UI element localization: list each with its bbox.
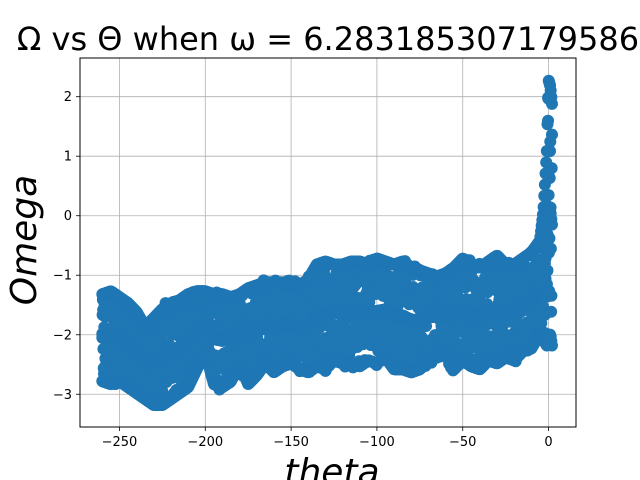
x-axis-label: theta bbox=[284, 452, 379, 480]
data-point bbox=[545, 128, 558, 141]
x-tick-label: −250 bbox=[102, 435, 138, 450]
y-tick-label: 1 bbox=[64, 150, 72, 165]
y-tick-label: −1 bbox=[53, 269, 72, 284]
y-tick-label: 2 bbox=[64, 90, 72, 105]
x-tick-label: −150 bbox=[273, 435, 309, 450]
plot-frame bbox=[79, 57, 577, 428]
data-point bbox=[545, 305, 558, 318]
scatter-points bbox=[96, 74, 558, 412]
y-tick-label: 0 bbox=[64, 209, 72, 224]
data-point bbox=[540, 242, 553, 255]
data-point bbox=[540, 156, 553, 169]
x-tick-label: −100 bbox=[359, 435, 395, 450]
data-point bbox=[541, 118, 554, 131]
data-point bbox=[540, 145, 553, 158]
data-point bbox=[539, 167, 552, 180]
data-point bbox=[538, 189, 551, 202]
y-tick-label: −2 bbox=[53, 328, 72, 343]
x-tick-label: −50 bbox=[449, 435, 476, 450]
data-point bbox=[415, 330, 428, 343]
data-point bbox=[545, 97, 558, 110]
data-point bbox=[545, 339, 558, 352]
y-axis-label: Omega bbox=[4, 175, 45, 305]
data-point bbox=[545, 289, 558, 302]
data-point bbox=[545, 218, 558, 231]
y-tick-label: −3 bbox=[53, 388, 72, 403]
axis-ticks: −250 −200 −150 −100 −50 0 −3 −2 −1 0 1 2 bbox=[53, 90, 553, 450]
chart-title: Ω vs Θ when ω = 6.283185307179586 bbox=[17, 20, 639, 58]
x-tick-label: 0 bbox=[544, 435, 552, 450]
data-point bbox=[538, 178, 551, 191]
data-point bbox=[541, 228, 554, 241]
x-tick-label: −200 bbox=[187, 435, 223, 450]
